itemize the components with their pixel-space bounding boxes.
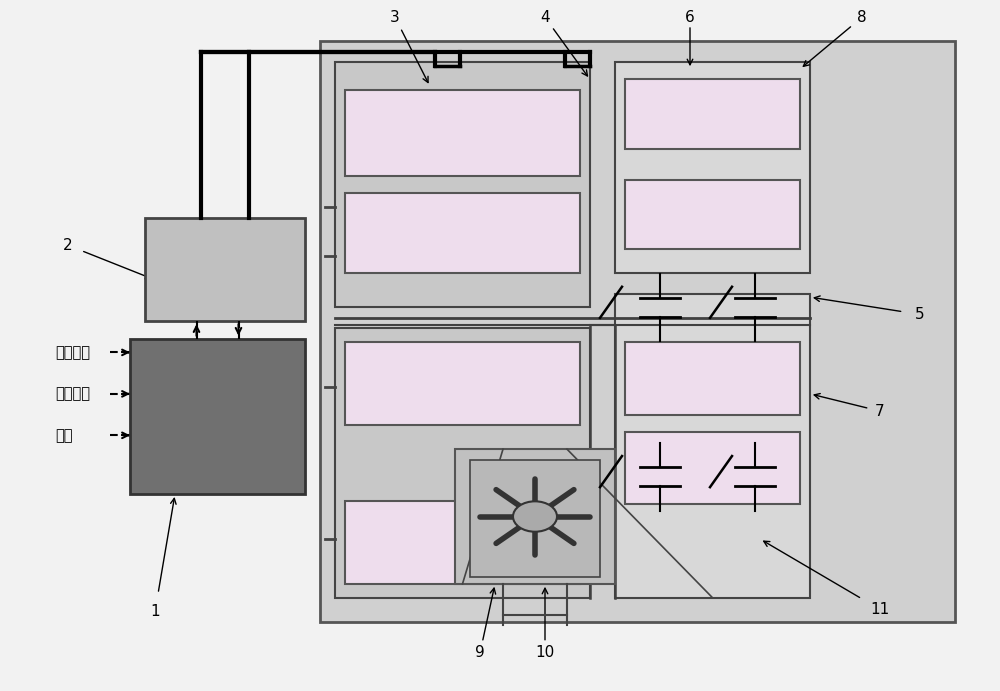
Bar: [470, 460, 600, 577]
Bar: [455, 449, 615, 584]
Text: 8: 8: [857, 10, 867, 25]
Text: 加速踏板: 加速踏板: [55, 345, 90, 360]
Text: 制动踏板: 制动踏板: [55, 386, 90, 401]
Text: 7: 7: [875, 404, 885, 419]
Text: 车速: 车速: [55, 428, 72, 443]
Bar: [345, 342, 580, 425]
Text: 4: 4: [540, 10, 550, 25]
Text: 5: 5: [915, 307, 925, 322]
Bar: [345, 90, 580, 176]
Text: 9: 9: [475, 645, 485, 661]
Bar: [320, 41, 955, 622]
Text: 1: 1: [150, 604, 160, 619]
Bar: [615, 62, 810, 273]
Text: 10: 10: [535, 645, 555, 661]
Bar: [130, 339, 305, 494]
Circle shape: [513, 502, 557, 532]
Text: 11: 11: [870, 602, 890, 617]
Bar: [625, 79, 800, 149]
Bar: [345, 193, 580, 273]
Bar: [145, 218, 305, 321]
Bar: [335, 62, 590, 307]
Text: 3: 3: [390, 10, 400, 25]
Bar: [345, 501, 580, 584]
Bar: [625, 432, 800, 504]
Text: 2: 2: [63, 238, 73, 253]
Text: 6: 6: [685, 10, 695, 25]
Bar: [625, 342, 800, 415]
Bar: [625, 180, 800, 249]
Bar: [335, 328, 590, 598]
Bar: [615, 294, 810, 598]
